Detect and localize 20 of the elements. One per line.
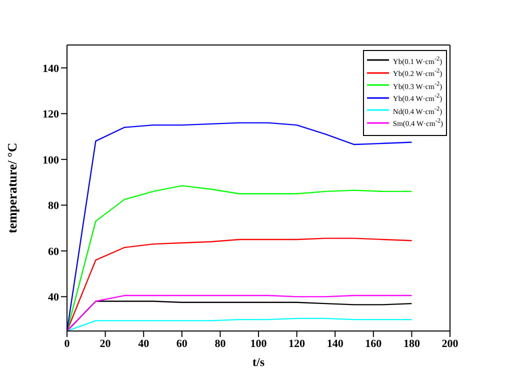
x-tick-label: 140 xyxy=(326,338,344,350)
line-series xyxy=(67,318,412,331)
x-tick-label: 100 xyxy=(250,338,268,350)
x-tick-label: 20 xyxy=(100,338,112,350)
x-tick-label: 40 xyxy=(138,338,150,350)
y-tick-label: 60 xyxy=(48,246,60,258)
y-tick-label: 140 xyxy=(42,62,60,75)
x-tick-label: 80 xyxy=(214,338,226,350)
x-tick-label: 60 xyxy=(176,338,188,350)
x-tick-label: 160 xyxy=(365,338,382,350)
y-axis-title: temperature/ °C xyxy=(4,142,20,234)
y-tick-label: 100 xyxy=(42,154,60,166)
x-tick-label: 120 xyxy=(288,338,306,350)
y-tick-label: 120 xyxy=(42,108,60,121)
x-tick-label: 200 xyxy=(442,338,459,350)
y-tick-label: 40 xyxy=(48,292,60,304)
y-tick-label: 80 xyxy=(48,200,60,212)
x-tick-label: 0 xyxy=(64,338,70,350)
x-tick-label: 180 xyxy=(403,338,420,350)
x-axis-title: t/s xyxy=(252,355,265,369)
